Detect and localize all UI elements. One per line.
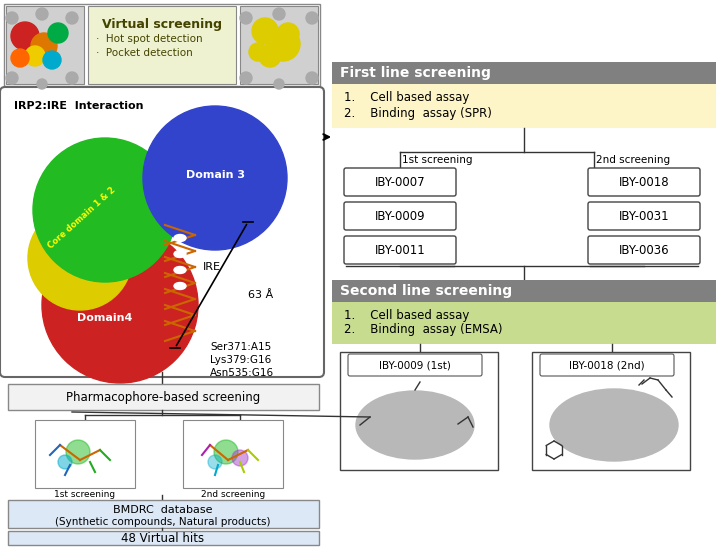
Circle shape xyxy=(240,12,252,24)
Text: 2nd screening: 2nd screening xyxy=(201,490,265,499)
Circle shape xyxy=(66,440,90,464)
Text: IBY-0031: IBY-0031 xyxy=(619,209,669,222)
FancyBboxPatch shape xyxy=(332,84,716,128)
Circle shape xyxy=(266,27,300,61)
Circle shape xyxy=(208,455,222,469)
Text: 1.    Cell based assay: 1. Cell based assay xyxy=(344,92,470,105)
Text: BMDRC  database: BMDRC database xyxy=(113,505,213,515)
Text: IBY-0009 (1st): IBY-0009 (1st) xyxy=(379,360,451,370)
Circle shape xyxy=(58,455,72,469)
Circle shape xyxy=(6,72,18,84)
FancyBboxPatch shape xyxy=(344,202,456,230)
Circle shape xyxy=(43,51,61,69)
Ellipse shape xyxy=(174,283,186,289)
FancyBboxPatch shape xyxy=(8,384,319,410)
Circle shape xyxy=(36,8,48,20)
FancyBboxPatch shape xyxy=(344,236,456,264)
Text: IBY-0018 (2nd): IBY-0018 (2nd) xyxy=(569,360,645,370)
Circle shape xyxy=(66,12,78,24)
Circle shape xyxy=(33,138,177,282)
Circle shape xyxy=(25,46,45,66)
Text: Asn535:G16: Asn535:G16 xyxy=(210,368,274,378)
FancyBboxPatch shape xyxy=(540,354,674,376)
Circle shape xyxy=(42,227,198,383)
FancyBboxPatch shape xyxy=(8,531,319,545)
FancyBboxPatch shape xyxy=(183,420,283,488)
FancyBboxPatch shape xyxy=(332,62,716,84)
Text: 2.    Binding  assay (SPR): 2. Binding assay (SPR) xyxy=(344,107,492,121)
Text: Domain4: Domain4 xyxy=(78,313,133,323)
Text: Virtual screening: Virtual screening xyxy=(102,18,222,31)
Text: 2.    Binding  assay (EMSA): 2. Binding assay (EMSA) xyxy=(344,323,503,336)
Text: ·  Pocket detection: · Pocket detection xyxy=(96,48,192,58)
FancyBboxPatch shape xyxy=(340,352,498,470)
Circle shape xyxy=(6,12,18,24)
Text: First line screening: First line screening xyxy=(340,66,491,80)
FancyBboxPatch shape xyxy=(240,6,318,84)
Text: Lys379:G16: Lys379:G16 xyxy=(210,355,271,365)
FancyBboxPatch shape xyxy=(8,500,319,528)
Circle shape xyxy=(11,49,29,67)
Ellipse shape xyxy=(356,391,474,459)
FancyBboxPatch shape xyxy=(588,202,700,230)
FancyBboxPatch shape xyxy=(588,236,700,264)
FancyBboxPatch shape xyxy=(332,302,716,344)
Circle shape xyxy=(66,72,78,84)
Text: IRP2:IRE  Interaction: IRP2:IRE Interaction xyxy=(14,101,144,111)
Text: 1.    Cell based assay: 1. Cell based assay xyxy=(344,309,470,322)
Circle shape xyxy=(48,23,68,43)
Circle shape xyxy=(240,72,252,84)
FancyBboxPatch shape xyxy=(332,280,716,302)
Circle shape xyxy=(274,79,284,89)
Text: Core domain 1 & 2: Core domain 1 & 2 xyxy=(47,185,118,250)
Ellipse shape xyxy=(174,235,186,242)
Circle shape xyxy=(28,206,132,310)
FancyBboxPatch shape xyxy=(532,352,690,470)
Circle shape xyxy=(37,79,47,89)
Text: Ser371:A15: Ser371:A15 xyxy=(210,342,271,352)
FancyBboxPatch shape xyxy=(6,6,84,84)
FancyBboxPatch shape xyxy=(0,87,324,377)
Text: Domain 3: Domain 3 xyxy=(185,170,245,180)
Circle shape xyxy=(252,18,278,44)
FancyBboxPatch shape xyxy=(88,6,236,84)
Circle shape xyxy=(277,23,299,45)
Circle shape xyxy=(11,22,39,50)
FancyBboxPatch shape xyxy=(344,168,456,196)
Text: 2nd screening: 2nd screening xyxy=(596,155,670,165)
Ellipse shape xyxy=(174,266,186,273)
Text: (Synthetic compounds, Natural products): (Synthetic compounds, Natural products) xyxy=(55,517,271,527)
Circle shape xyxy=(306,12,318,24)
Text: 48 Virtual hits: 48 Virtual hits xyxy=(121,532,205,545)
Text: IBY-0011: IBY-0011 xyxy=(375,243,425,256)
Circle shape xyxy=(249,43,267,61)
FancyBboxPatch shape xyxy=(348,354,482,376)
Text: IRE: IRE xyxy=(203,262,221,272)
Ellipse shape xyxy=(550,389,678,461)
Circle shape xyxy=(273,8,285,20)
Circle shape xyxy=(306,72,318,84)
Ellipse shape xyxy=(174,250,186,258)
Text: Pharmacophore-based screening: Pharmacophore-based screening xyxy=(66,391,260,403)
FancyBboxPatch shape xyxy=(588,168,700,196)
Circle shape xyxy=(232,450,248,466)
Text: IBY-0009: IBY-0009 xyxy=(375,209,425,222)
Circle shape xyxy=(143,106,287,250)
Circle shape xyxy=(259,45,281,67)
Circle shape xyxy=(31,33,57,59)
Text: ·  Hot spot detection: · Hot spot detection xyxy=(96,34,202,44)
FancyBboxPatch shape xyxy=(35,420,135,488)
Text: Second line screening: Second line screening xyxy=(340,284,512,298)
Text: IBY-0018: IBY-0018 xyxy=(619,175,669,189)
Text: 1st screening: 1st screening xyxy=(402,155,472,165)
Text: 1st screening: 1st screening xyxy=(55,490,116,499)
Text: IBY-0036: IBY-0036 xyxy=(619,243,669,256)
Text: IBY-0007: IBY-0007 xyxy=(375,175,425,189)
Text: 63 Å: 63 Å xyxy=(248,290,274,300)
Circle shape xyxy=(214,440,238,464)
